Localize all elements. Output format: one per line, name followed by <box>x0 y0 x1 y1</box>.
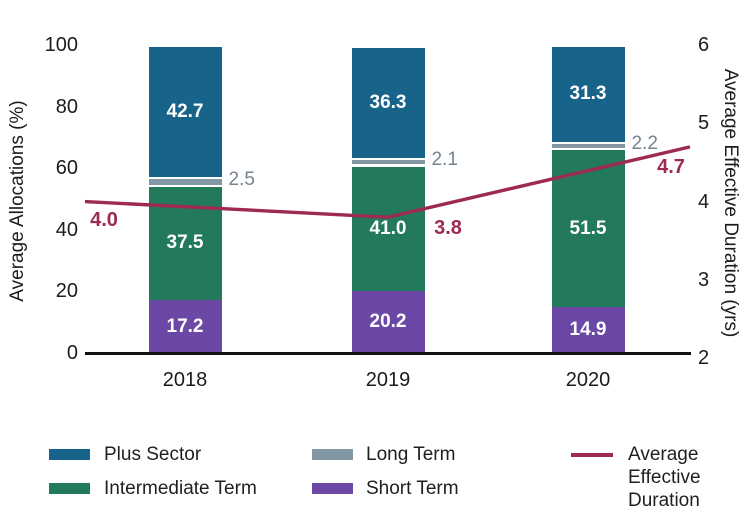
category-label: 2018 <box>162 369 208 391</box>
bar-segment-label: 36.3 <box>369 92 407 114</box>
bar-segment-label: 20.2 <box>369 310 407 332</box>
bar-segment-label: 31.3 <box>569 83 607 105</box>
left-axis-tick: 100 <box>44 34 78 56</box>
legend-label-intermediate-term: Intermediate Term <box>104 478 257 499</box>
bar-segment-plus-sector: 36.3 <box>351 46 425 159</box>
bar-segment-label: 14.9 <box>569 319 607 341</box>
legend-label-average-effective-duration: Average Effective Duration <box>628 444 701 511</box>
left-axis-tick: 20 <box>55 280 78 303</box>
bar-segment-plus-sector: 42.7 <box>148 45 222 177</box>
duration-value-label: 3.8 <box>434 217 462 239</box>
long-term-label: 2.5 <box>228 168 255 190</box>
right-axis-tick: 2 <box>698 347 710 369</box>
bar-segment-label: 42.7 <box>166 101 204 123</box>
legend-swatch-plus-sector <box>49 449 90 460</box>
right-axis-tick: 5 <box>698 112 710 135</box>
legend-swatch-intermediate-term <box>49 483 90 494</box>
right-axis-tick: 6 <box>698 34 710 57</box>
x-axis-line <box>85 352 691 355</box>
bar-segment-long-term <box>351 158 425 165</box>
left-axis-title: Average Allocations (%) <box>7 100 28 302</box>
bar-segment-label: 51.5 <box>569 217 607 239</box>
bar-segment-long-term <box>148 176 222 185</box>
bar-segment-long-term <box>551 141 625 149</box>
legend-label-long-term: Long Term <box>366 444 456 465</box>
bar-segment-label: 17.2 <box>166 315 204 337</box>
right-axis-tick: 4 <box>698 190 710 213</box>
left-axis-tick: 0 <box>66 342 78 364</box>
bar-segment-label: 41.0 <box>369 217 407 239</box>
bar-segment-short-term: 20.2 <box>351 290 425 353</box>
bar-segment-intermediate-term: 41.0 <box>351 164 425 291</box>
category-label: 2019 <box>365 369 411 391</box>
left-axis-tick: 80 <box>55 95 78 118</box>
bar-segment-label: 37.5 <box>166 232 204 254</box>
duration-value-label: 4.7 <box>657 156 685 178</box>
long-term-label: 2.2 <box>631 133 658 155</box>
legend-swatch-average-effective-duration <box>571 453 613 457</box>
duration-value-label: 4.0 <box>90 209 118 231</box>
bar-segment-plus-sector: 31.3 <box>551 45 625 142</box>
left-axis-tick: 60 <box>55 157 78 180</box>
bar-segment-intermediate-term: 51.5 <box>551 148 625 308</box>
right-axis-tick: 3 <box>698 268 710 291</box>
legend-swatch-short-term <box>312 483 353 494</box>
legend-label-short-term: Short Term <box>366 478 459 499</box>
legend-label-plus-sector: Plus Sector <box>104 444 202 465</box>
long-term-label: 2.1 <box>431 149 458 171</box>
bar-segment-intermediate-term: 37.5 <box>148 184 222 301</box>
legend-swatch-long-term <box>312 449 353 460</box>
category-label: 2020 <box>565 369 611 391</box>
bar-segment-short-term: 17.2 <box>148 300 222 353</box>
bar-segment-short-term: 14.9 <box>551 307 625 353</box>
left-axis-tick: 40 <box>55 218 78 241</box>
